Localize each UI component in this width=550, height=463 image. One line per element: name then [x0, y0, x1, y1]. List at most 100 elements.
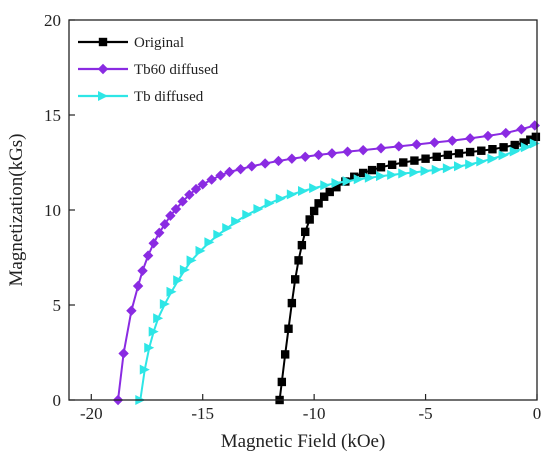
data-point-original: [410, 156, 419, 165]
data-point-tb-diffused: [144, 342, 155, 353]
data-point-original: [421, 154, 430, 163]
legend-marker: [98, 91, 108, 101]
legend: Original Tb60 diffused Tb diffused: [78, 35, 219, 105]
data-point-original: [277, 377, 287, 387]
x-tick-label: 0: [533, 404, 542, 423]
data-point-tb60-diffused: [259, 158, 271, 169]
data-point-tb-diffused: [476, 156, 487, 167]
series-tb-diffused: [135, 138, 540, 405]
data-point-tb-diffused: [420, 166, 431, 177]
data-point-tb60-diffused: [246, 161, 257, 172]
data-point-tb60-diffused: [190, 183, 202, 195]
data-point-original: [531, 132, 541, 142]
data-point-original: [294, 256, 303, 265]
data-point-original: [510, 140, 519, 150]
data-point-tb60-diffused: [411, 139, 422, 150]
data-point-original: [519, 138, 528, 147]
data-point-tb60-diffused: [197, 179, 208, 190]
data-point-tb-diffused: [153, 313, 164, 324]
data-point-tb-diffused: [139, 364, 150, 375]
data-point-original: [280, 350, 290, 359]
data-point-original: [309, 206, 319, 216]
data-point-tb60-diffused: [313, 149, 324, 161]
data-point-tb60-diffused: [215, 170, 226, 181]
series-original: [275, 132, 541, 405]
y-tick-label: 15: [44, 106, 61, 125]
data-point-original: [314, 199, 323, 208]
data-point-original: [477, 146, 486, 155]
data-point-tb60-diffused: [206, 174, 217, 185]
data-point-tb-diffused: [387, 169, 398, 180]
data-point-tb-diffused: [465, 159, 476, 170]
data-point-tb60-diffused: [286, 153, 298, 164]
data-point-tb-diffused: [454, 161, 464, 172]
data-point-original: [387, 160, 397, 169]
data-point-tb-diffused: [298, 186, 308, 196]
legend-item-tb60-diffused: Tb60 diffused: [78, 62, 219, 78]
data-point-tb-diffused: [487, 153, 498, 164]
data-point-tb-diffused: [342, 176, 353, 187]
data-point-tb60-diffused: [177, 196, 188, 207]
x-tick-label: -15: [191, 404, 214, 423]
data-point-original: [499, 143, 508, 152]
data-point-original: [319, 192, 329, 201]
x-tick-label: -5: [418, 404, 432, 423]
data-point-original: [443, 150, 453, 160]
data-point-original: [454, 149, 464, 158]
data-point-tb60-diffused: [393, 141, 405, 152]
data-point-tb-diffused: [409, 167, 420, 178]
data-point-original: [301, 227, 310, 237]
legend-item-original: Original: [78, 35, 184, 51]
data-point-tb60-diffused: [148, 238, 159, 249]
y-tick-label: 10: [44, 201, 61, 220]
plot-marks: [112, 120, 541, 406]
data-point-tb60-diffused: [429, 137, 440, 148]
data-point-original: [325, 187, 334, 197]
data-point-original: [432, 152, 441, 161]
data-point-tb-diffused: [253, 204, 264, 215]
data-point-tb60-diffused: [154, 227, 165, 238]
data-point-tb-diffused: [173, 275, 184, 286]
data-point-original: [305, 215, 314, 224]
data-point-tb-diffused: [204, 237, 215, 248]
data-point-tb-diffused: [195, 245, 206, 256]
legend-marker: [97, 63, 109, 75]
data-point-tb-diffused: [286, 189, 297, 200]
data-point-tb60-diffused: [516, 124, 527, 135]
data-point-tb60-diffused: [137, 265, 148, 276]
data-point-tb60-diffused: [529, 120, 540, 131]
x-tick-label: -20: [80, 404, 103, 423]
data-point-tb-diffused: [376, 171, 386, 182]
data-point-tb60-diffused: [482, 130, 494, 142]
data-point-tb-diffused: [231, 216, 242, 227]
data-point-tb60-diffused: [375, 143, 387, 154]
data-point-original: [297, 240, 307, 250]
data-point-tb60-diffused: [273, 155, 284, 167]
data-point-tb-diffused: [320, 180, 331, 191]
data-point-tb60-diffused: [118, 348, 129, 359]
data-point-tb60-diffused: [235, 163, 246, 175]
data-point-tb60-diffused: [126, 305, 137, 316]
data-point-tb-diffused: [353, 174, 364, 185]
data-point-original: [287, 298, 297, 308]
y-tick-label: 20: [44, 11, 61, 30]
y-tick-label: 0: [53, 391, 62, 410]
data-point-tb-diffused: [166, 286, 177, 297]
axis-ticks: -20 -15 -10 -5 0 0 5 10 15 20: [44, 11, 541, 423]
data-point-tb60-diffused: [357, 144, 369, 156]
series-line-tb60-diffused: [117, 124, 536, 401]
data-point-tb-diffused: [498, 150, 509, 161]
x-tick-label: -10: [303, 404, 326, 423]
data-point-tb60-diffused: [342, 146, 353, 157]
legend-marker: [98, 37, 108, 47]
data-point-tb-diffused: [520, 142, 531, 153]
series-line-original: [278, 135, 537, 401]
data-point-tb-diffused: [398, 168, 409, 179]
data-point-original: [332, 183, 341, 192]
data-point-tb60-diffused: [300, 151, 311, 162]
data-point-tb60-diffused: [224, 166, 235, 178]
data-point-original: [284, 324, 293, 333]
data-point-tb60-diffused: [447, 135, 458, 146]
legend-label: Tb diffused: [134, 89, 204, 105]
